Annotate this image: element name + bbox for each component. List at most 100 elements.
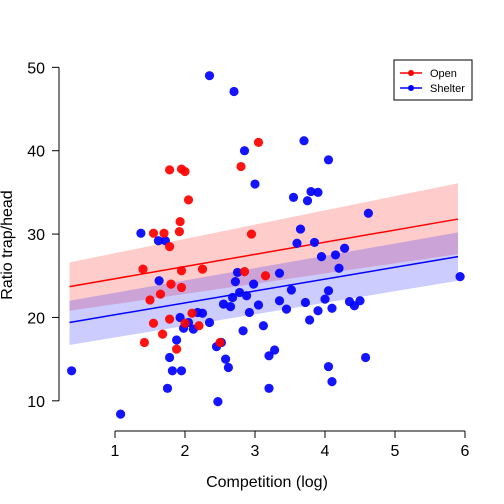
open-point — [177, 266, 186, 275]
shelter-point — [242, 291, 251, 300]
shelter-point — [364, 209, 373, 218]
shelter-point — [292, 239, 301, 248]
shelter-point — [287, 285, 296, 294]
open-point — [198, 264, 207, 273]
x-tick-label: 2 — [181, 443, 190, 460]
open-point — [254, 138, 263, 147]
shelter-point — [172, 335, 181, 344]
shelter-point — [250, 179, 259, 188]
legend-open-label: Open — [430, 68, 457, 80]
shelter-point — [163, 384, 172, 393]
open-point — [236, 162, 245, 171]
shelter-point — [155, 276, 164, 285]
shelter-point — [301, 298, 310, 307]
open-point — [149, 229, 158, 238]
y-tick-label: 50 — [27, 60, 45, 77]
shelter-point — [136, 229, 145, 238]
shelter-point — [313, 306, 322, 315]
shelter-point — [213, 397, 222, 406]
open-point — [177, 283, 186, 292]
x-tick-label: 5 — [391, 443, 400, 460]
x-tick-label: 4 — [321, 443, 330, 460]
shelter-point — [249, 280, 258, 289]
shelter-point — [240, 146, 249, 155]
open-point — [166, 280, 175, 289]
open-point — [180, 319, 189, 328]
open-point — [165, 315, 174, 324]
shelter-point — [205, 318, 214, 327]
shelter-point — [116, 410, 125, 419]
shelter-point — [327, 377, 336, 386]
shelter-point — [275, 296, 284, 305]
open-point — [156, 290, 165, 299]
shelter-point — [324, 362, 333, 371]
shelter-point — [270, 345, 279, 354]
shelter-point — [198, 309, 207, 318]
open-point — [149, 319, 158, 328]
open-point — [175, 227, 184, 236]
open-point — [145, 295, 154, 304]
shelter-point — [313, 188, 322, 197]
shelter-point — [334, 264, 343, 273]
y-tick-label: 10 — [27, 394, 45, 411]
shelter-point — [226, 302, 235, 311]
shelter-point — [254, 300, 263, 309]
shelter-point — [177, 366, 186, 375]
open-point — [261, 271, 270, 280]
open-point — [247, 229, 256, 238]
shelter-point — [355, 296, 364, 305]
shelter-point — [224, 363, 233, 372]
shelter-point — [303, 196, 312, 205]
open-point — [165, 242, 174, 251]
shelter-point — [165, 353, 174, 362]
legend-shelter-marker — [408, 85, 414, 91]
x-tick-label: 1 — [111, 443, 120, 460]
shelter-point — [317, 252, 326, 261]
y-axis-label: Ratio trap/head — [0, 190, 16, 299]
shelter-point — [168, 366, 177, 375]
shelter-point — [154, 236, 163, 245]
shelter-point — [324, 155, 333, 164]
y-tick-label: 30 — [27, 227, 45, 244]
shelter-point — [259, 321, 268, 330]
open-point — [215, 338, 224, 347]
open-point — [180, 167, 189, 176]
open-point — [165, 165, 174, 174]
shelter-point — [296, 224, 305, 233]
shelter-point — [289, 193, 298, 202]
shelter-point — [229, 87, 238, 96]
shelter-point — [245, 308, 254, 317]
legend: Open Shelter — [394, 60, 472, 100]
shelter-point — [282, 305, 291, 314]
shelter-point — [320, 295, 329, 304]
shelter-point — [205, 71, 214, 80]
shelter-point — [331, 250, 340, 259]
shelter-point — [299, 136, 308, 145]
open-point — [184, 195, 193, 204]
open-point — [187, 309, 196, 318]
shelter-point — [324, 286, 333, 295]
open-point — [176, 217, 185, 226]
confidence-bands — [70, 183, 459, 345]
shelter-point — [305, 315, 314, 324]
legend-shelter-label: Shelter — [430, 83, 465, 95]
x-axis-label: Competition (log) — [206, 474, 328, 491]
open-point — [240, 267, 249, 276]
x-tick-label: 6 — [461, 443, 470, 460]
x-tick-label: 3 — [251, 443, 260, 460]
open-point — [159, 229, 168, 238]
open-point — [194, 321, 203, 330]
y-tick-label: 40 — [27, 144, 45, 161]
open-point — [140, 338, 149, 347]
shelter-point — [327, 304, 336, 313]
legend-open-marker — [408, 70, 414, 76]
y-tick-label: 20 — [27, 310, 45, 327]
shelter-point — [275, 269, 284, 278]
shelter-point — [361, 353, 370, 362]
shelter-point — [221, 355, 230, 364]
shelter-point — [264, 384, 273, 393]
shelter-point — [340, 244, 349, 253]
shelter-point — [310, 238, 319, 247]
shelter-point — [456, 272, 465, 281]
